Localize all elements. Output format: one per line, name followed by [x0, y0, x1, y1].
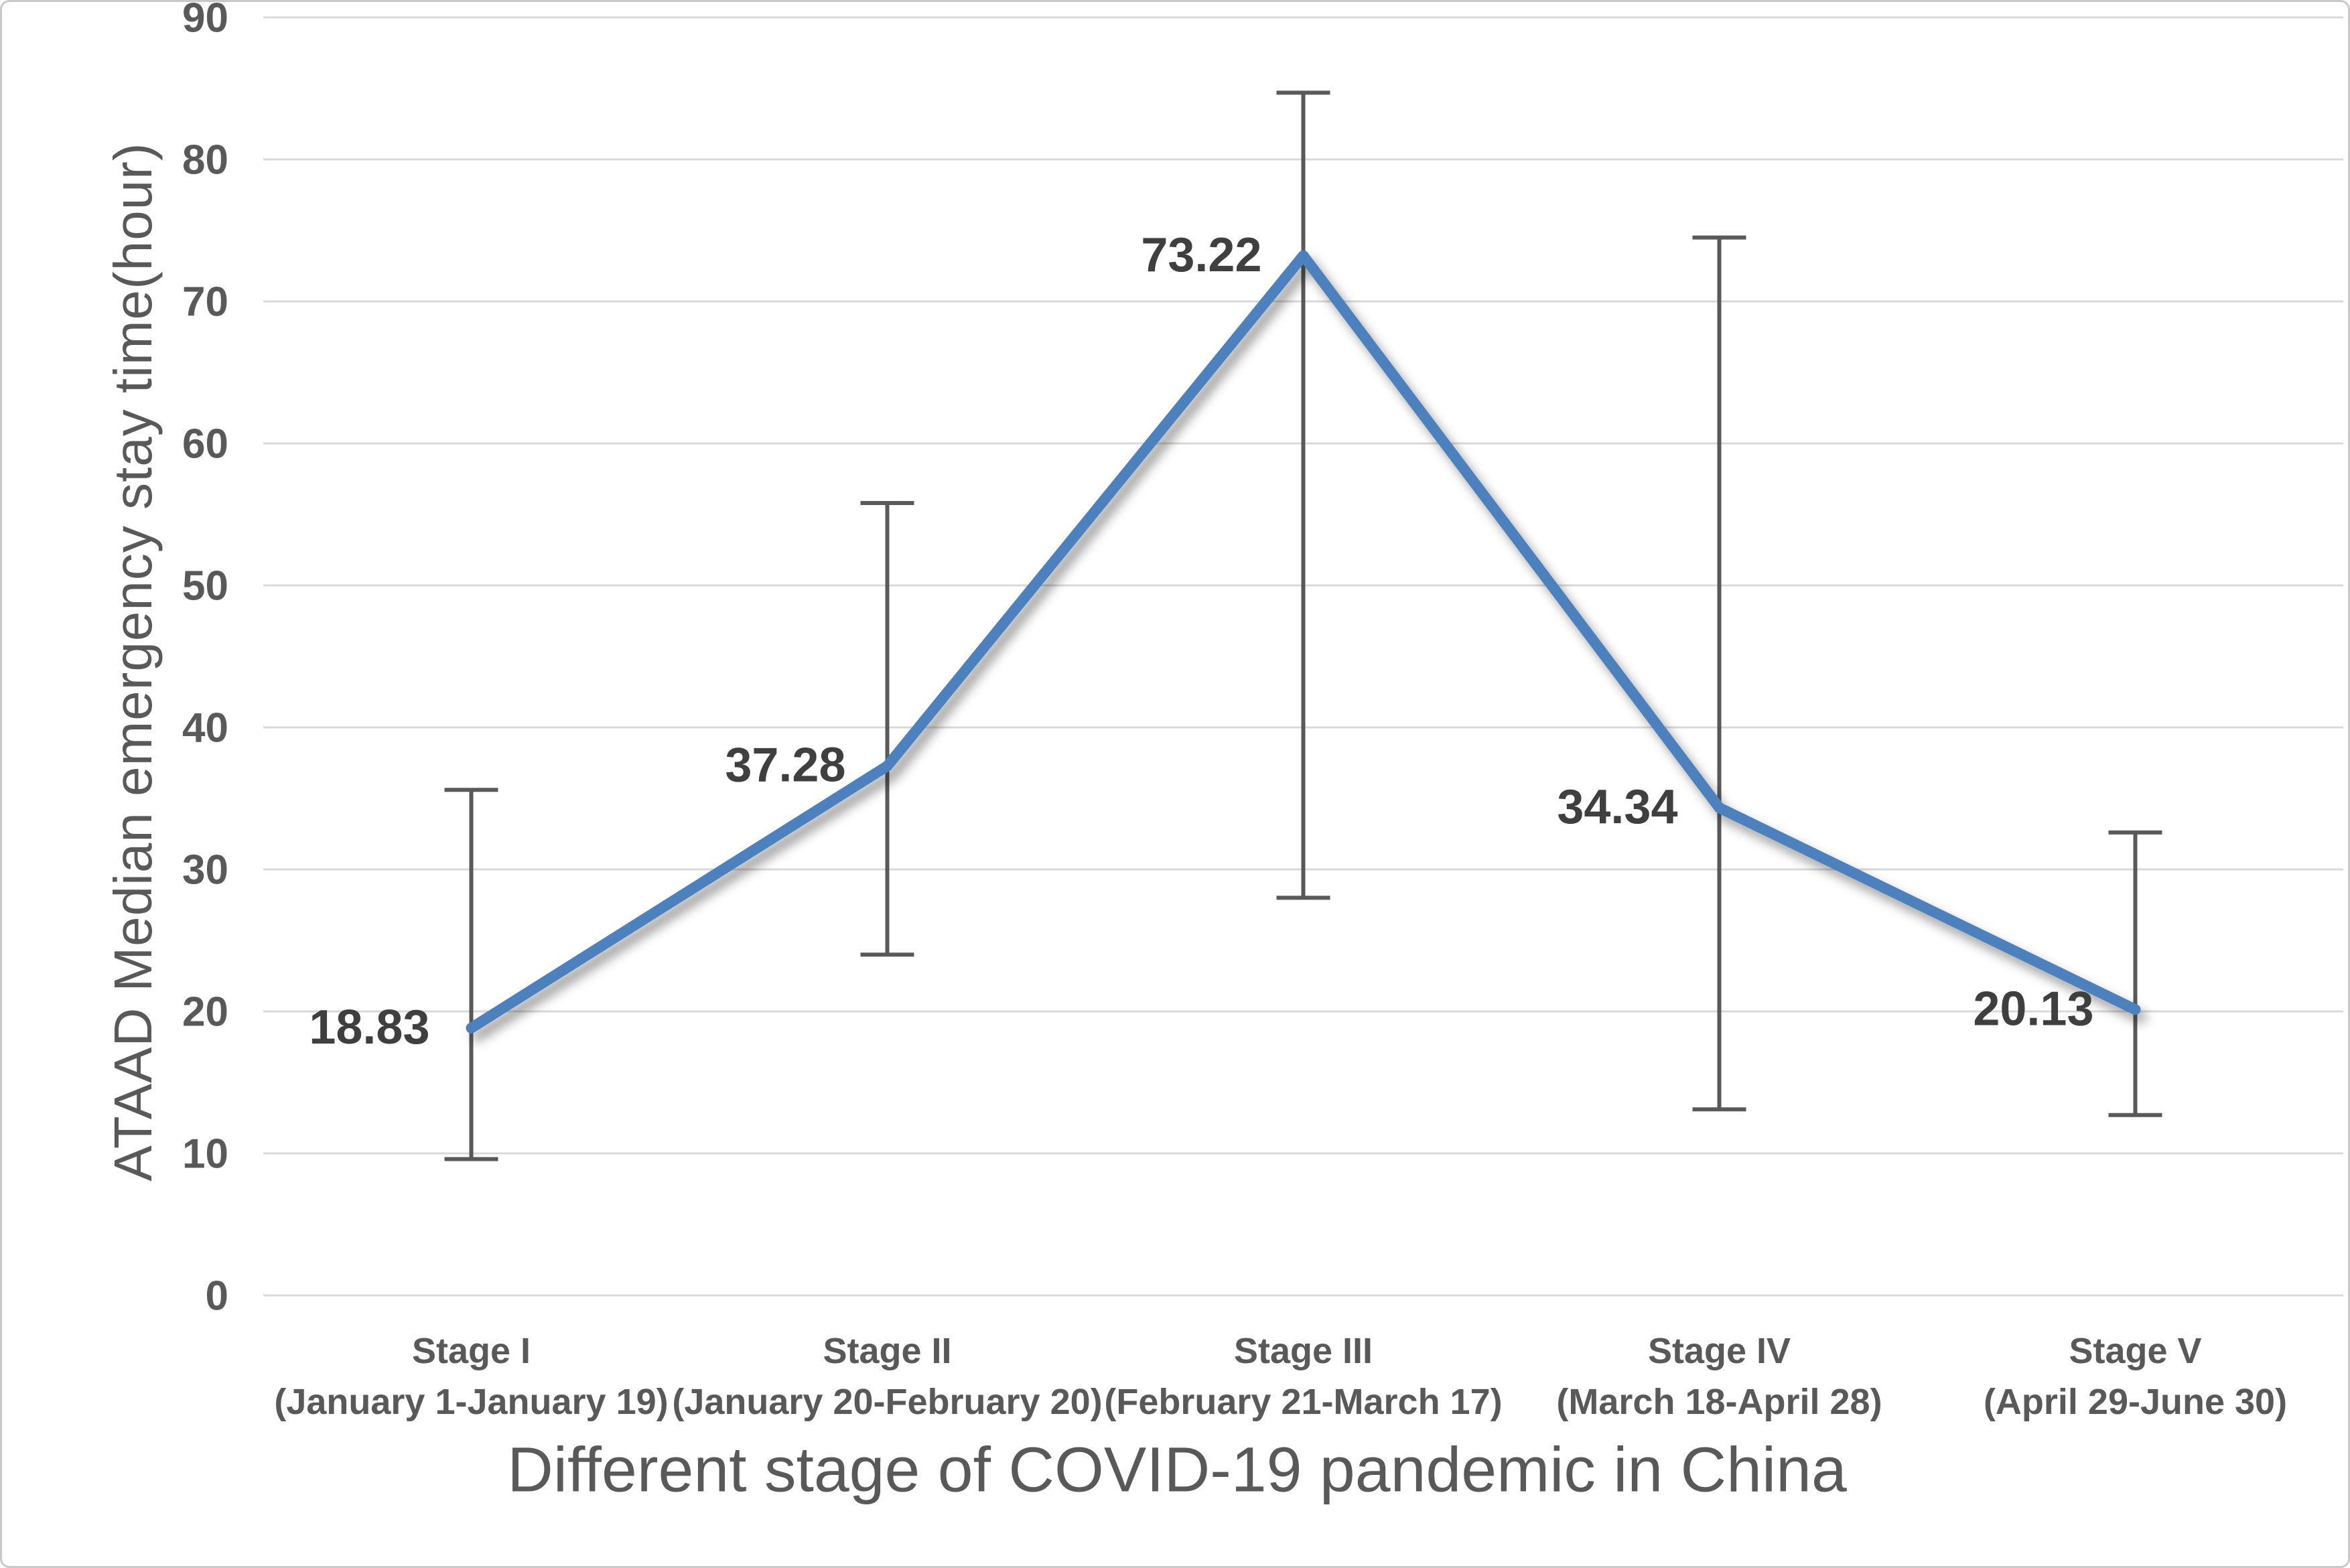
- y-tick-label: 40: [182, 705, 228, 752]
- category-sublabel: (January 1-January 19): [274, 1382, 668, 1422]
- error-bar: [444, 788, 498, 1161]
- error-bar: [2108, 830, 2162, 1117]
- error-bar: [860, 501, 914, 957]
- category-sublabel: (January 20-February 20): [672, 1382, 1102, 1422]
- y-tick-label: 80: [182, 137, 228, 184]
- category-label: Stage IV: [1648, 1331, 1791, 1371]
- y-tick-label: 50: [182, 563, 228, 610]
- error-bar: [1692, 235, 1746, 1112]
- data-labels-group: 18.83 37.28 73.22 34.34 20.13: [309, 228, 2093, 1054]
- y-tick-label: 90: [182, 2, 228, 42]
- category-label: Stage II: [823, 1331, 951, 1371]
- data-label: 34.34: [1557, 780, 1677, 834]
- category-labels-group: Stage I (January 1-January 19) Stage II (Ja…: [274, 1331, 2287, 1422]
- y-tick-label: 30: [182, 847, 228, 894]
- category-sublabel: (April 29-June 30): [1984, 1382, 2287, 1422]
- x-axis-title: Different stage of COVID-19 pandemic in …: [507, 1434, 1847, 1506]
- data-label: 20.13: [1973, 982, 2093, 1036]
- y-tick-label: 60: [182, 421, 228, 468]
- category-sublabel: (February 21-March 17): [1104, 1382, 1502, 1422]
- y-tick-label: 70: [182, 279, 228, 326]
- error-bar: [1276, 90, 1330, 900]
- y-tick-labels-group: 0 10 20 30 40 50 60 70 80 90: [182, 2, 228, 1320]
- data-label: 37.28: [725, 739, 845, 792]
- data-label: 18.83: [309, 1001, 429, 1054]
- data-label: 73.22: [1141, 228, 1261, 282]
- y-tick-label: 10: [182, 1131, 228, 1178]
- series-line: [466, 250, 2141, 1034]
- category-label: Stage V: [2069, 1331, 2201, 1371]
- y-tick-label: 0: [206, 1273, 228, 1320]
- series-line-group: [466, 250, 2141, 1034]
- category-sublabel: (March 18-April 28): [1556, 1382, 1882, 1422]
- y-tick-label: 20: [182, 989, 228, 1036]
- category-label: Stage I: [412, 1331, 531, 1371]
- category-label: Stage III: [1234, 1331, 1373, 1371]
- error-bars-group: [444, 90, 2162, 1161]
- y-axis-title: ATAAD Median emergency stay time(hour): [103, 142, 163, 1182]
